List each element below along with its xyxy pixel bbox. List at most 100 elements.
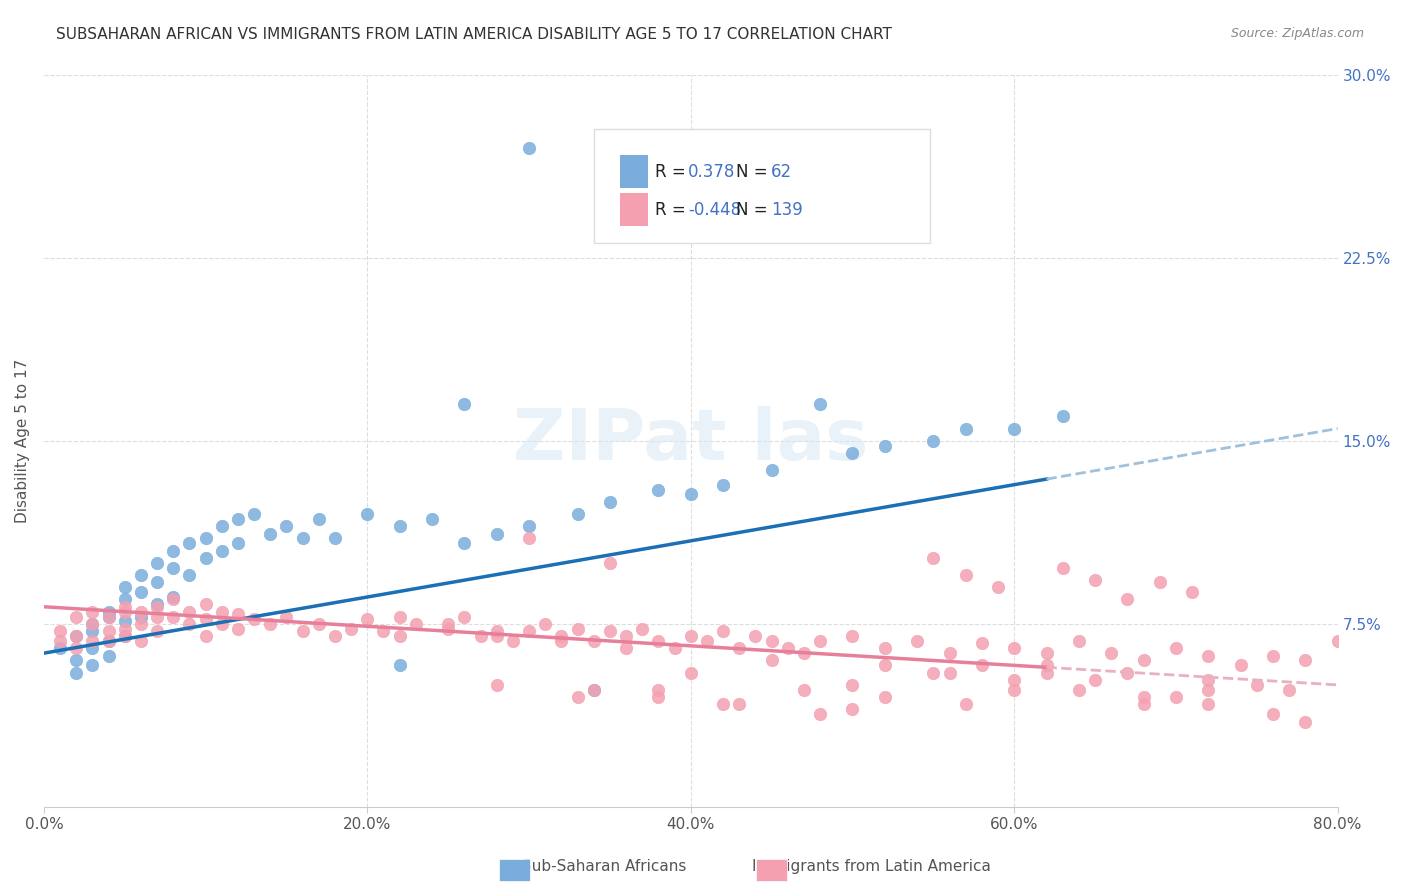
Point <box>1132 653 1154 667</box>
Point <box>97 634 120 648</box>
Point <box>82 616 104 631</box>
Point <box>1035 658 1057 673</box>
Point <box>841 629 863 643</box>
Point <box>65 609 87 624</box>
Point <box>647 682 669 697</box>
Point <box>550 629 572 643</box>
Text: N =: N = <box>737 163 768 181</box>
Point <box>599 624 621 639</box>
Point <box>65 665 87 680</box>
Point <box>793 682 815 697</box>
Point <box>226 512 249 526</box>
Point <box>114 629 136 643</box>
Text: ZIPat las: ZIPat las <box>513 406 869 475</box>
Point <box>308 616 330 631</box>
Point <box>1197 648 1219 663</box>
Text: R =: R = <box>655 163 685 181</box>
Point <box>1132 698 1154 712</box>
Text: R =: R = <box>655 201 685 219</box>
Point <box>129 605 152 619</box>
Point <box>1002 673 1025 687</box>
Point <box>1084 573 1107 587</box>
Point <box>599 556 621 570</box>
Point <box>146 599 169 614</box>
Point <box>82 616 104 631</box>
Point <box>1052 409 1074 424</box>
Point <box>776 641 799 656</box>
Point <box>226 536 249 550</box>
Point <box>259 616 281 631</box>
Point <box>97 624 120 639</box>
Point <box>1294 653 1316 667</box>
Point <box>1002 641 1025 656</box>
Point <box>614 629 637 643</box>
Point <box>323 532 346 546</box>
Point <box>388 519 411 533</box>
Point <box>243 612 266 626</box>
Point <box>647 634 669 648</box>
Point <box>1035 665 1057 680</box>
Point <box>453 609 475 624</box>
Point <box>1002 682 1025 697</box>
Point <box>340 622 363 636</box>
Point <box>211 616 233 631</box>
FancyBboxPatch shape <box>593 129 931 243</box>
Point <box>1278 682 1301 697</box>
Point <box>970 636 993 650</box>
Point <box>373 624 395 639</box>
Point <box>65 653 87 667</box>
Point <box>1197 698 1219 712</box>
Point <box>194 598 217 612</box>
Point <box>82 658 104 673</box>
Point <box>808 634 831 648</box>
Point <box>485 526 508 541</box>
Point <box>162 592 184 607</box>
Point <box>1116 665 1139 680</box>
Text: Immigrants from Latin America: Immigrants from Latin America <box>752 859 991 874</box>
Point <box>744 629 766 643</box>
Point <box>211 519 233 533</box>
Point <box>276 609 298 624</box>
Bar <box>620 155 648 188</box>
Point <box>179 605 201 619</box>
Point <box>1246 678 1268 692</box>
Point <box>179 536 201 550</box>
Text: Sub-Saharan Africans: Sub-Saharan Africans <box>523 859 686 874</box>
Point <box>922 550 945 565</box>
Point <box>1197 682 1219 697</box>
Point <box>114 622 136 636</box>
Point <box>179 568 201 582</box>
Point <box>291 624 314 639</box>
Text: N =: N = <box>737 201 768 219</box>
Point <box>922 434 945 448</box>
Point <box>162 609 184 624</box>
Point <box>405 616 427 631</box>
Point <box>82 641 104 656</box>
Point <box>873 658 896 673</box>
Point <box>146 575 169 590</box>
Point <box>485 624 508 639</box>
Point <box>291 532 314 546</box>
Point <box>1116 592 1139 607</box>
Point <box>356 612 378 626</box>
Point <box>679 629 702 643</box>
Point <box>1294 714 1316 729</box>
Point <box>647 690 669 705</box>
Point <box>873 641 896 656</box>
Point <box>922 665 945 680</box>
Point <box>711 624 734 639</box>
Point <box>711 477 734 491</box>
Point <box>194 532 217 546</box>
Point <box>146 624 169 639</box>
Text: -0.448: -0.448 <box>688 201 741 219</box>
Point <box>567 622 589 636</box>
Point <box>162 560 184 574</box>
Y-axis label: Disability Age 5 to 17: Disability Age 5 to 17 <box>15 359 30 523</box>
Point <box>808 707 831 722</box>
Point <box>114 599 136 614</box>
Point <box>955 568 977 582</box>
Point <box>65 629 87 643</box>
Point <box>114 615 136 629</box>
Point <box>1197 673 1219 687</box>
Text: SUBSAHARAN AFRICAN VS IMMIGRANTS FROM LATIN AMERICA DISABILITY AGE 5 TO 17 CORRE: SUBSAHARAN AFRICAN VS IMMIGRANTS FROM LA… <box>56 27 893 42</box>
